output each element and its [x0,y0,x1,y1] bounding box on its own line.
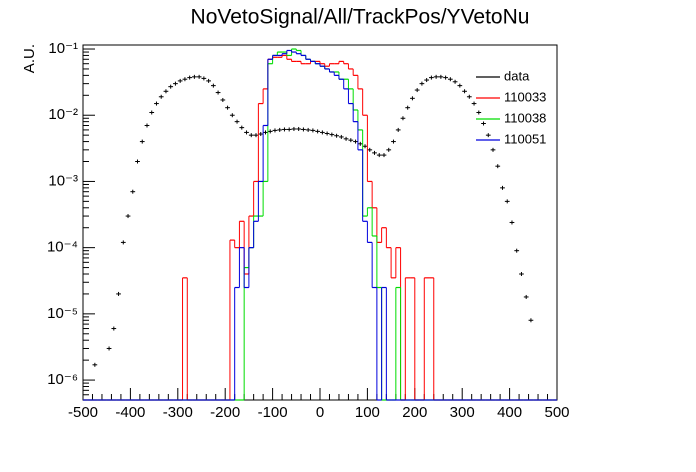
y-axis-title: A.U. [21,44,38,73]
x-tick-label: 300 [450,404,475,421]
y-tick-label: 10⁻⁴ [47,239,78,256]
legend-label: 110038 [504,110,546,125]
x-tick-label: -300 [163,404,193,421]
y-tick-label: 10⁻³ [48,172,78,189]
legend-label: 110033 [504,89,546,104]
legend-label: data [504,68,530,83]
x-tick-label: -400 [115,404,145,421]
x-tick-label: -500 [68,404,98,421]
y-tick-label: 10⁻² [48,106,78,123]
x-tick-label: -100 [258,404,288,421]
x-tick-label: 100 [355,404,380,421]
y-tick-label: 10⁻⁶ [47,371,78,388]
y-tick-label: 10⁻¹ [48,40,78,57]
x-tick-label: -200 [210,404,240,421]
legend-label: 110051 [504,131,546,146]
x-tick-label: 500 [544,404,569,421]
x-tick-label: 200 [402,404,427,421]
x-tick-label: 400 [497,404,522,421]
chart-title: NoVetoSignal/All/TrackPos/YVetoNu [191,6,530,29]
y-tick-label: 10⁻⁵ [47,305,78,322]
x-tick-label: 0 [316,404,324,421]
